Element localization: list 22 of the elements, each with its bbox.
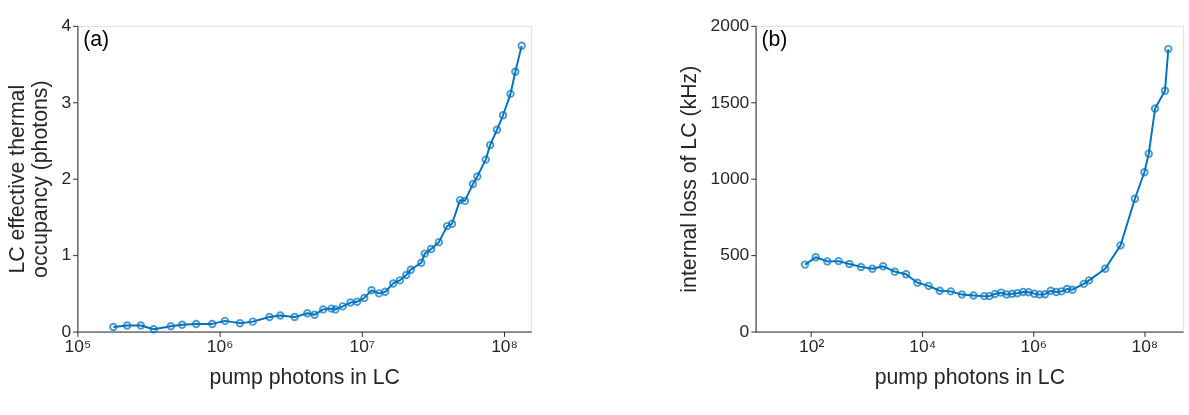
y-tick-label: 3 <box>61 91 72 112</box>
annotation: (a) <box>83 27 110 52</box>
x-tick-label: 10⁸ <box>491 336 518 357</box>
annotation: (b) <box>761 27 788 52</box>
y-axis-title: internal loss of LC (kHz) <box>677 65 702 293</box>
x-tick-label: 10⁴ <box>909 336 937 357</box>
y-tick-label: 1000 <box>710 168 750 189</box>
y-tick-label: 4 <box>61 15 72 36</box>
y-tick-label: 2 <box>61 168 72 189</box>
y-tick-label: 500 <box>720 244 750 265</box>
x-tick-label: 10⁸ <box>1131 336 1159 357</box>
y-tick-label: 2000 <box>710 15 750 36</box>
x-axis-title: pump photons in LC <box>874 365 1066 390</box>
y-tick-label: 0 <box>739 320 750 341</box>
x-axis-title: pump photons in LC <box>209 365 400 390</box>
y-tick-label: 1 <box>61 244 72 265</box>
x-tick-label: 10⁶ <box>1020 336 1048 357</box>
x-tick-label: 10² <box>799 336 825 357</box>
x-tick-label: 10⁶ <box>206 336 234 357</box>
y-axis-title: LC effective thermal occupancy (photons) <box>4 80 52 278</box>
y-tick-label: 1500 <box>710 91 750 112</box>
x-tick-label: 10⁷ <box>349 336 376 357</box>
